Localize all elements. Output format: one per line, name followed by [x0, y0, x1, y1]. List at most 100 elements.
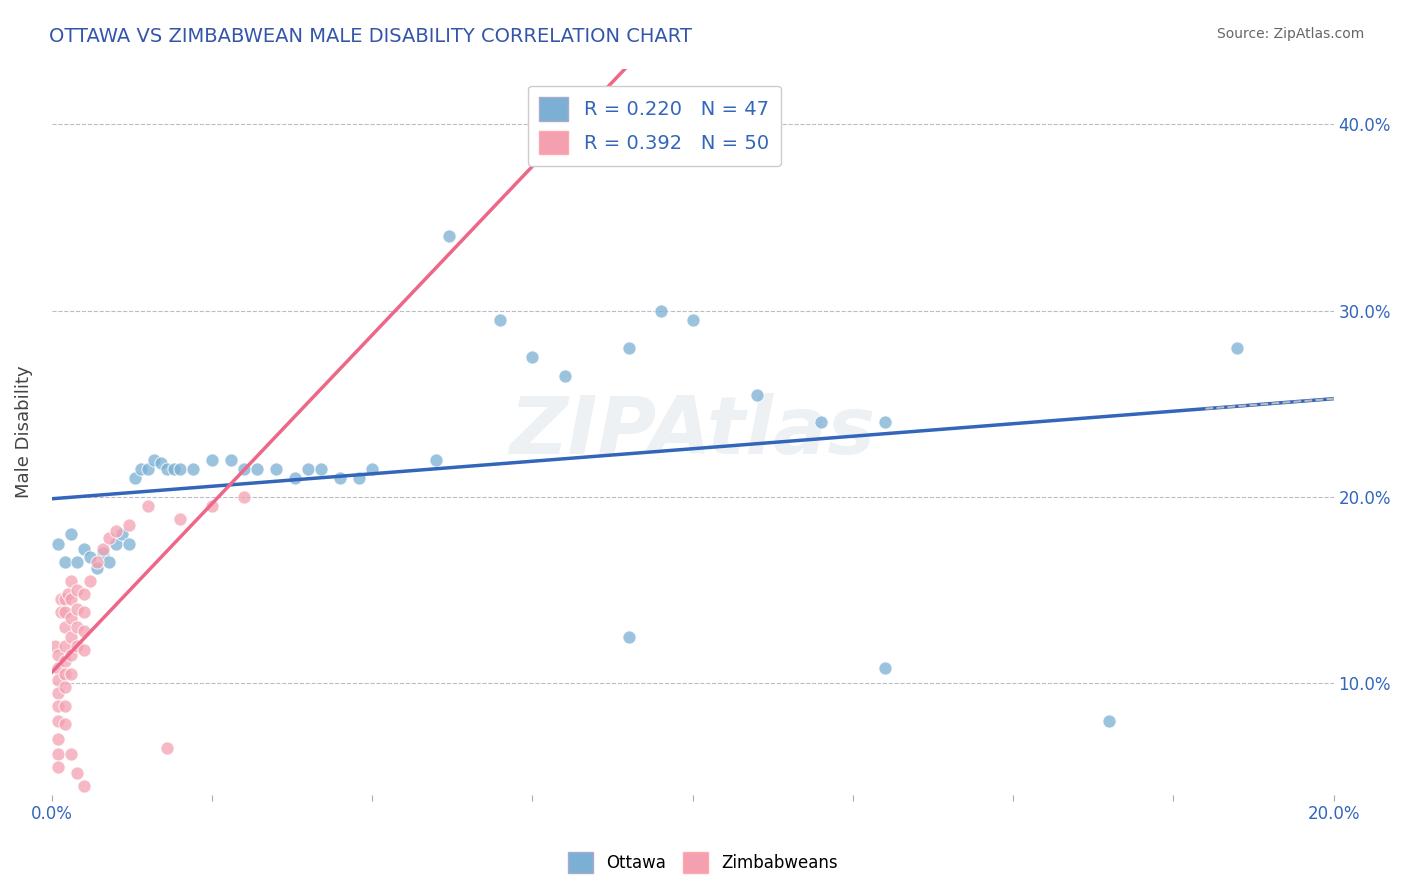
Point	[156, 462, 179, 476]
Point	[73, 642, 96, 657]
Point	[51, 592, 73, 607]
Point	[53, 698, 76, 713]
Point	[73, 624, 96, 639]
Point	[181, 462, 204, 476]
Point	[66, 620, 89, 634]
Point	[297, 462, 319, 476]
Point	[73, 779, 96, 793]
Legend: R = 0.220   N = 47, R = 0.392   N = 50: R = 0.220 N = 47, R = 0.392 N = 50	[527, 86, 780, 166]
Point	[53, 667, 76, 681]
Point	[156, 741, 179, 756]
Point	[425, 452, 447, 467]
Point	[201, 452, 224, 467]
Point	[1098, 714, 1121, 728]
Point	[349, 471, 371, 485]
Point	[219, 452, 242, 467]
Point	[124, 471, 146, 485]
Point	[522, 351, 544, 365]
Point	[143, 452, 166, 467]
Point	[46, 732, 69, 747]
Point	[66, 555, 89, 569]
Point	[59, 527, 82, 541]
Point	[46, 760, 69, 774]
Point	[59, 574, 82, 588]
Point	[246, 462, 269, 476]
Point	[104, 536, 127, 550]
Point	[79, 574, 101, 588]
Point	[59, 592, 82, 607]
Point	[745, 387, 768, 401]
Point	[53, 606, 76, 620]
Point	[233, 462, 256, 476]
Point	[46, 536, 69, 550]
Point	[46, 714, 69, 728]
Point	[873, 661, 896, 675]
Point	[98, 531, 121, 545]
Point	[329, 471, 352, 485]
Point	[53, 592, 76, 607]
Text: Source: ZipAtlas.com: Source: ZipAtlas.com	[1216, 27, 1364, 41]
Y-axis label: Male Disability: Male Disability	[15, 366, 32, 498]
Point	[59, 611, 82, 625]
Point	[91, 542, 114, 557]
Point	[59, 630, 82, 644]
Point	[162, 462, 184, 476]
Point	[46, 661, 69, 675]
Point	[73, 587, 96, 601]
Point	[59, 648, 82, 663]
Point	[361, 462, 384, 476]
Point	[136, 462, 159, 476]
Point	[98, 555, 121, 569]
Point	[73, 542, 96, 557]
Point	[46, 673, 69, 687]
Point	[46, 698, 69, 713]
Point	[53, 680, 76, 694]
Point	[233, 490, 256, 504]
Point	[617, 630, 640, 644]
Point	[617, 341, 640, 355]
Point	[131, 462, 153, 476]
Point	[51, 606, 73, 620]
Point	[91, 546, 114, 560]
Point	[56, 587, 79, 601]
Point	[46, 648, 69, 663]
Point	[53, 654, 76, 668]
Point	[437, 229, 460, 244]
Point	[111, 527, 134, 541]
Point	[53, 717, 76, 731]
Point	[53, 620, 76, 634]
Point	[201, 500, 224, 514]
Point	[73, 606, 96, 620]
Point	[873, 416, 896, 430]
Point	[810, 416, 832, 430]
Point	[59, 667, 82, 681]
Point	[118, 536, 141, 550]
Point	[59, 747, 82, 761]
Point	[682, 313, 704, 327]
Point	[53, 555, 76, 569]
Point	[136, 500, 159, 514]
Text: ZIPAtlas: ZIPAtlas	[509, 392, 876, 471]
Point	[86, 555, 108, 569]
Point	[1226, 341, 1249, 355]
Point	[44, 639, 66, 653]
Point	[66, 639, 89, 653]
Point	[169, 462, 191, 476]
Point	[650, 303, 672, 318]
Point	[489, 313, 512, 327]
Point	[79, 549, 101, 564]
Point	[53, 639, 76, 653]
Point	[66, 583, 89, 598]
Point	[264, 462, 287, 476]
Point	[104, 524, 127, 538]
Point	[66, 765, 89, 780]
Point	[66, 601, 89, 615]
Legend: Ottawa, Zimbabweans: Ottawa, Zimbabweans	[561, 846, 845, 880]
Point	[46, 747, 69, 761]
Text: OTTAWA VS ZIMBABWEAN MALE DISABILITY CORRELATION CHART: OTTAWA VS ZIMBABWEAN MALE DISABILITY COR…	[49, 27, 692, 45]
Point	[118, 517, 141, 532]
Point	[169, 512, 191, 526]
Point	[86, 561, 108, 575]
Point	[284, 471, 307, 485]
Point	[309, 462, 332, 476]
